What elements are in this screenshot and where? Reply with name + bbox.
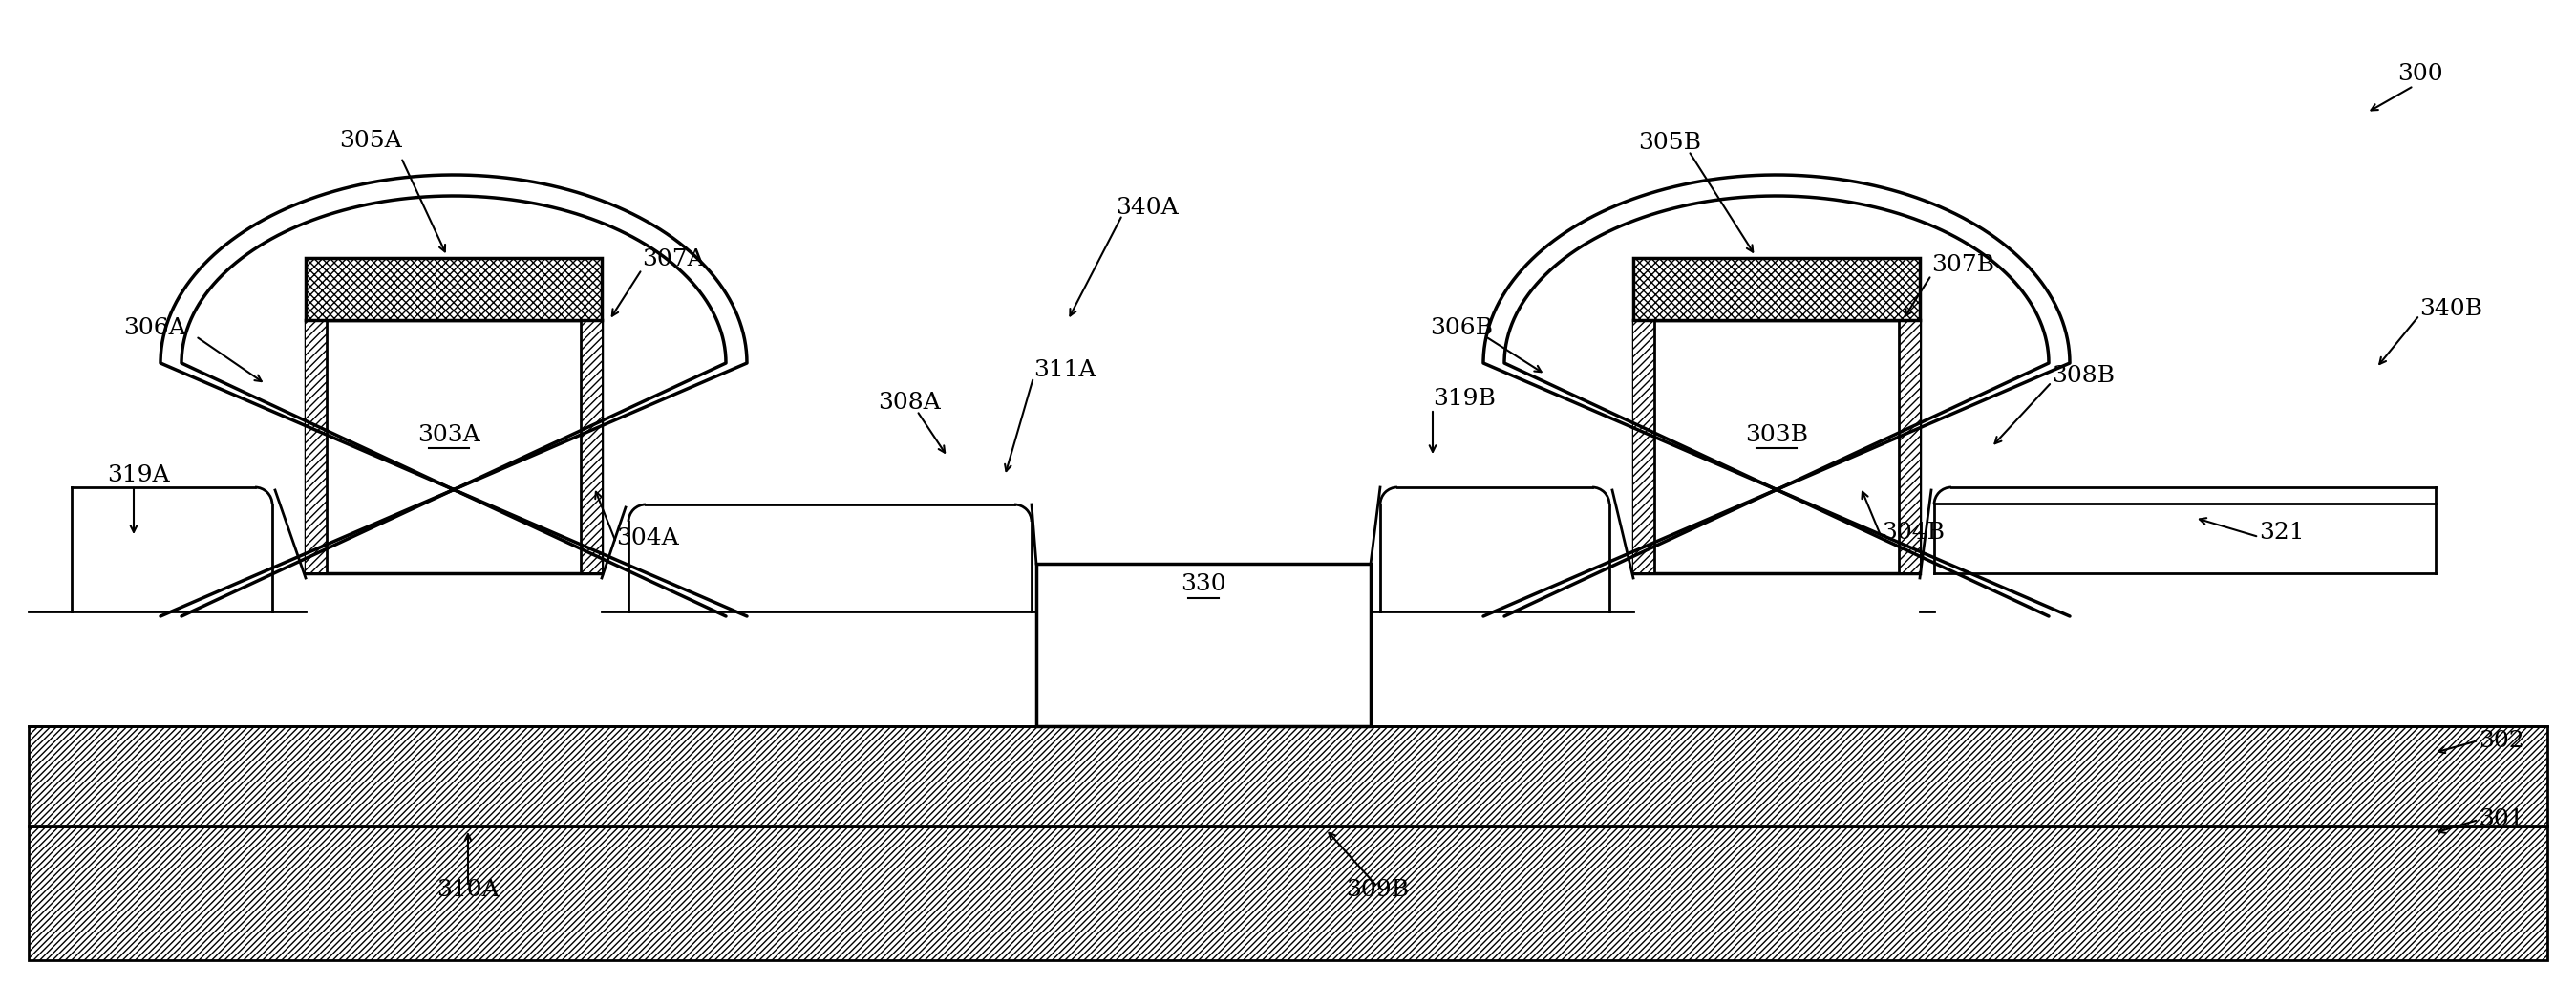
Bar [72, 487, 273, 611]
Bar [1633, 258, 1919, 320]
Text: 308B: 308B [2050, 365, 2115, 387]
Bar [28, 726, 2548, 826]
Text: 304A: 304A [616, 527, 680, 549]
Text: 330: 330 [1180, 574, 1226, 596]
Text: 319B: 319B [1432, 388, 1497, 410]
Text: 304B: 304B [1880, 523, 1945, 544]
Bar [307, 320, 327, 573]
Text: 300: 300 [2398, 63, 2442, 86]
Text: 306A: 306A [124, 317, 185, 339]
Text: 302: 302 [2478, 730, 2524, 751]
Bar [307, 258, 603, 320]
Bar [1633, 320, 1919, 573]
Text: 321: 321 [2259, 523, 2306, 544]
Text: 305A: 305A [340, 130, 402, 153]
Text: 309B: 309B [1345, 880, 1409, 901]
Text: 303B: 303B [1744, 424, 1808, 446]
Text: 310A: 310A [438, 880, 500, 901]
Bar [28, 826, 2548, 960]
Text: 305B: 305B [1638, 132, 1700, 154]
Bar [1381, 487, 1610, 611]
Text: 308A: 308A [878, 392, 940, 414]
Bar [1633, 320, 1654, 573]
Bar [580, 320, 603, 573]
Bar [629, 505, 1030, 611]
Text: 319A: 319A [108, 464, 170, 487]
Text: 307A: 307A [641, 248, 706, 271]
Text: 306B: 306B [1430, 317, 1494, 339]
Text: 307B: 307B [1932, 254, 1994, 277]
Bar [1935, 487, 2434, 573]
Text: 340B: 340B [2419, 298, 2483, 319]
Text: 311A: 311A [1033, 360, 1095, 382]
Bar [307, 320, 603, 573]
Text: 340A: 340A [1115, 197, 1177, 219]
Bar [1899, 320, 1919, 573]
Bar [1036, 564, 1370, 726]
Text: 303A: 303A [417, 424, 479, 446]
Text: 301: 301 [2478, 809, 2524, 831]
